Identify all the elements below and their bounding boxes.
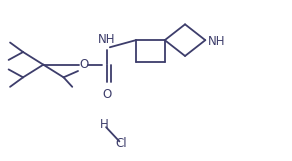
Text: H: H — [100, 118, 108, 131]
Text: NH: NH — [98, 33, 116, 46]
Text: O: O — [102, 88, 112, 101]
Text: Cl: Cl — [116, 137, 127, 150]
Text: NH: NH — [208, 35, 226, 48]
Text: O: O — [79, 58, 88, 71]
